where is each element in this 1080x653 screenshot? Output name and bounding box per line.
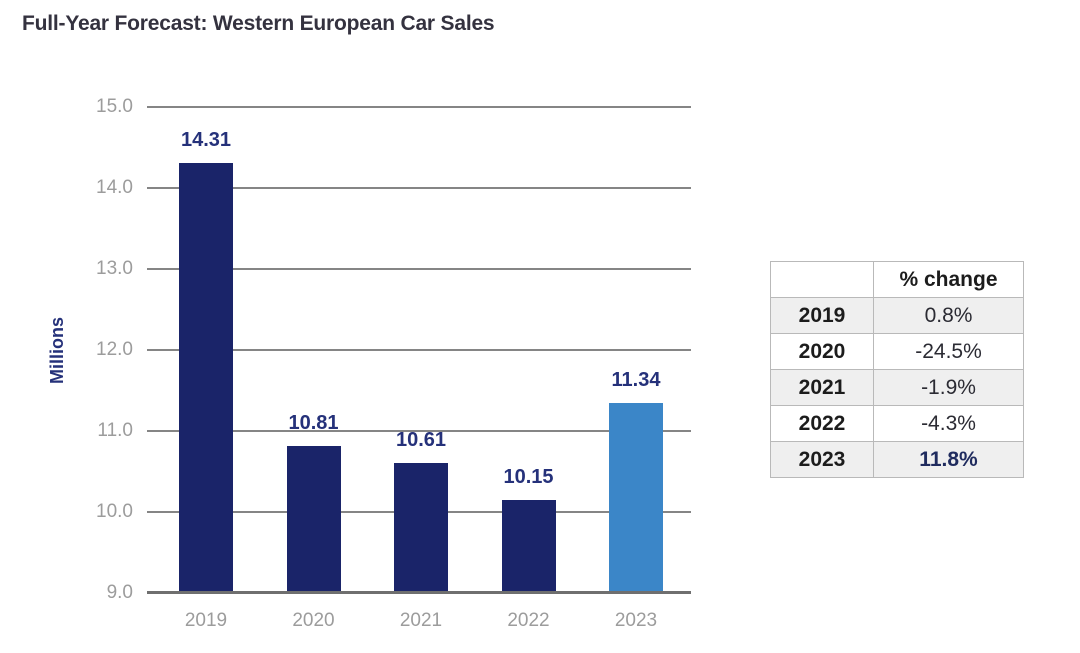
table-row-2023: 2023 11.8% <box>770 441 1024 478</box>
y-tick-label: 14.0 <box>96 177 133 198</box>
bar-2023 <box>609 403 663 593</box>
table-year-cell: 2020 <box>770 333 874 370</box>
table-pct-change-cell: 0.8% <box>873 297 1024 334</box>
bar-2019 <box>179 162 233 593</box>
gridline <box>147 268 691 270</box>
table-row-2020: 2020 -24.5% <box>770 333 1024 370</box>
table-row-2022: 2022 -4.3% <box>770 405 1024 442</box>
table-pct-change-cell: -1.9% <box>873 369 1024 406</box>
x-tick-label: 2023 <box>614 610 658 631</box>
table-pct-change-cell: 11.8% <box>873 441 1024 478</box>
bar-chart-plot-area: Millions 15.0 14.0 13.0 12.0 11.0 10.0 9.0 14.3… <box>47 96 691 631</box>
table-year-cell: 2022 <box>770 405 874 442</box>
gridline <box>147 187 691 189</box>
table-year-cell: 2021 <box>770 369 874 406</box>
pct-change-table: % change 2019 0.8% 2020 -24.5% 2021 -1.9% 2022… <box>770 261 1024 478</box>
gridline <box>147 106 691 108</box>
table-row-2019: 2019 0.8% <box>770 297 1024 334</box>
bar-2020 <box>286 446 341 593</box>
bar-value-label: 10.15 <box>503 465 554 488</box>
chart-title: Full-Year Forecast: Western European Car… <box>22 12 495 35</box>
table-header-row: % change <box>770 261 1024 298</box>
table-header-empty-cell <box>770 261 874 298</box>
gridline <box>147 349 691 351</box>
bar-value-label: 14.31 <box>180 128 232 151</box>
table-year-cell: 2023 <box>770 441 874 478</box>
table-header-pct-change: % change <box>873 261 1024 298</box>
table-pct-change-cell: -4.3% <box>873 405 1024 442</box>
bar-value-label: 10.61 <box>395 428 447 451</box>
x-tick-label: 2019 <box>184 610 228 631</box>
y-tick-label: 10.0 <box>96 501 133 522</box>
x-tick-label: 2020 <box>292 610 335 631</box>
table-row-2021: 2021 -1.9% <box>770 369 1024 406</box>
x-tick-label: 2021 <box>399 610 443 631</box>
bar-2021 <box>394 462 448 593</box>
y-tick-label: 9.0 <box>106 582 133 603</box>
table-pct-change-cell: -24.5% <box>873 333 1024 370</box>
x-tick-label: 2022 <box>507 610 550 631</box>
table-year-cell: 2019 <box>770 297 874 334</box>
y-tick-label: 12.0 <box>96 339 133 360</box>
bar-2022 <box>501 499 556 593</box>
y-tick-label: 11.0 <box>97 420 133 441</box>
bar-value-label: 10.81 <box>288 412 339 435</box>
y-axis-title: Millions <box>46 316 67 384</box>
y-tick-label: 13.0 <box>96 258 133 279</box>
y-tick-label: 15.0 <box>96 96 133 117</box>
bar-value-label: 11.34 <box>611 369 661 392</box>
x-axis-line <box>147 591 691 594</box>
gridline <box>147 430 691 432</box>
